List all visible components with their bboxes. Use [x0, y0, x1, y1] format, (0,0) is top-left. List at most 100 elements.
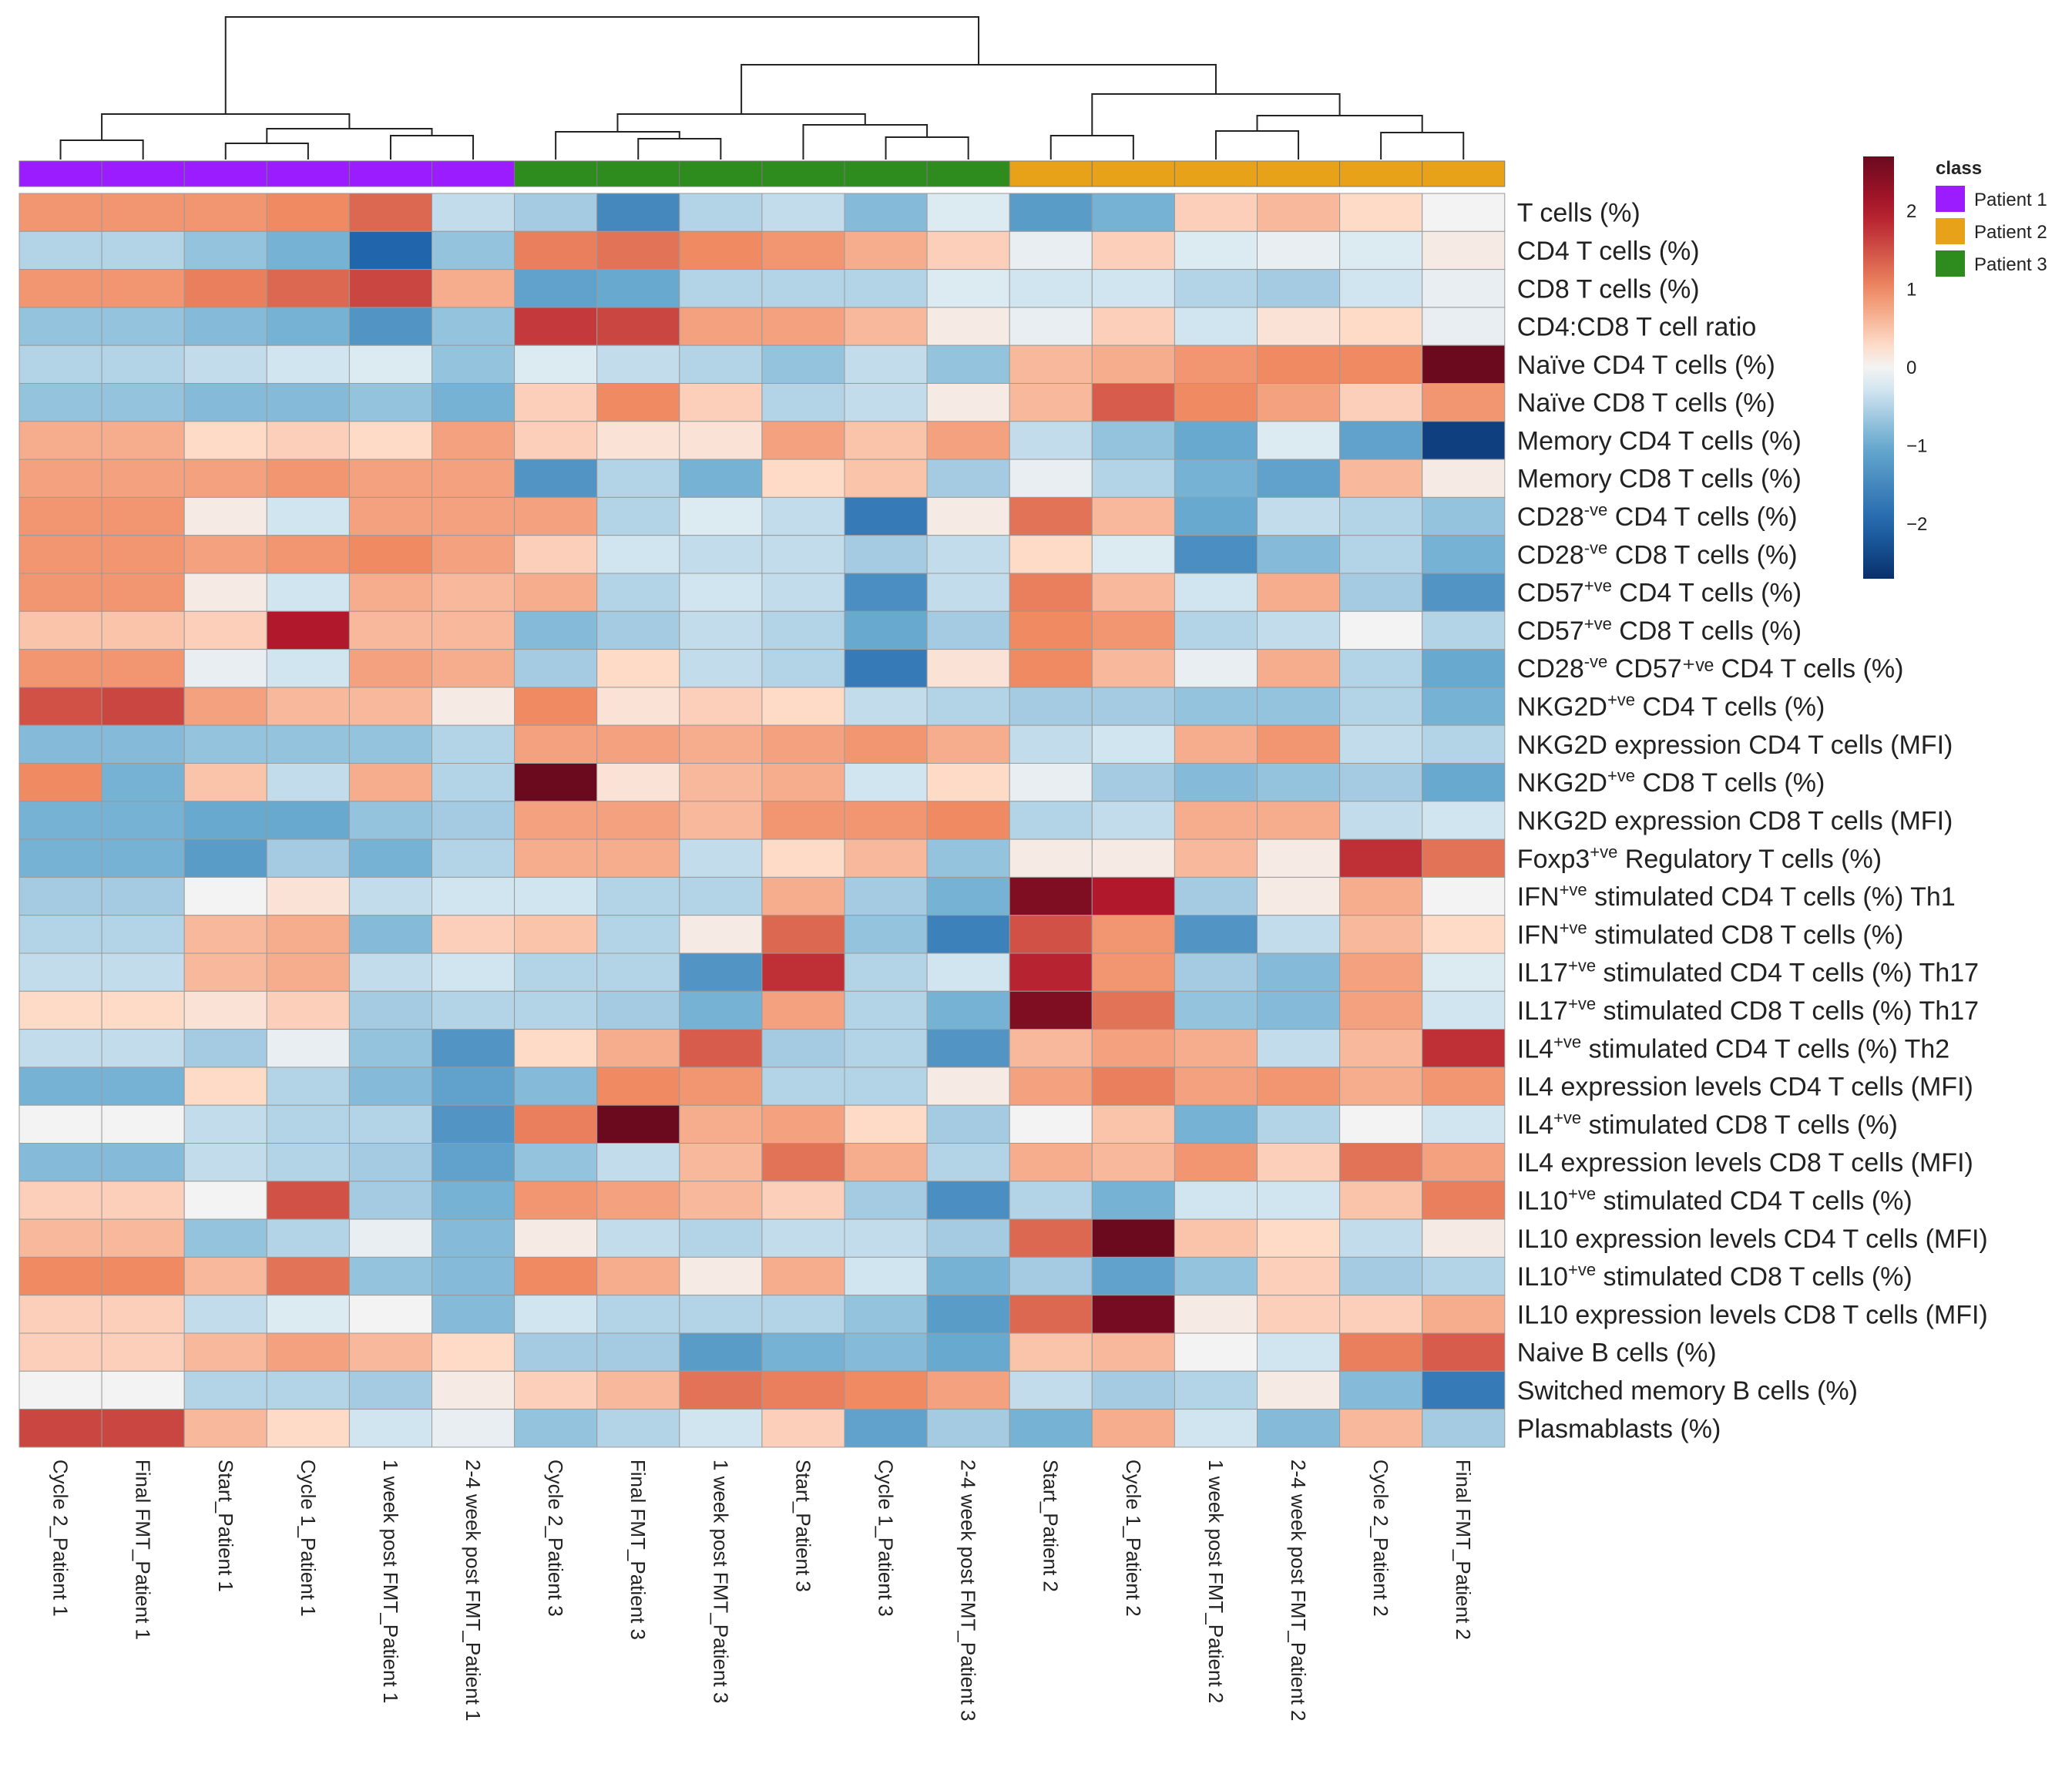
heatmap-cell [18, 383, 102, 422]
heatmap-cell [761, 344, 845, 385]
heatmap-cell [432, 649, 515, 688]
heatmap-cell [1422, 915, 1506, 954]
heatmap-cell [926, 269, 1010, 308]
heatmap-cell [1174, 421, 1258, 460]
heatmap-cell [926, 573, 1010, 612]
heatmap-cell [514, 230, 598, 270]
heatmap-cell [1009, 573, 1093, 612]
heatmap-cell [1091, 344, 1175, 385]
heatmap-cell [1174, 649, 1258, 688]
heatmap-cell [844, 915, 928, 954]
column-label: Cycle 1_Patient 3 [875, 1460, 898, 1617]
heatmap-cell [1009, 1370, 1093, 1410]
heatmap-cell [1257, 1104, 1341, 1144]
heatmap-cell [348, 496, 432, 536]
heatmap-cell [1174, 1218, 1258, 1258]
heatmap-cell [1009, 763, 1093, 802]
heatmap-cell [18, 193, 102, 232]
heatmap-cell [926, 1029, 1010, 1068]
heatmap-cell [18, 838, 102, 878]
heatmap-cell [1339, 838, 1423, 878]
heatmap-cell [844, 1029, 928, 1068]
heatmap-cell [348, 193, 432, 232]
class-legend-title: class [1936, 158, 1982, 179]
heatmap-cell [679, 344, 763, 385]
heatmap-cell [183, 1370, 267, 1410]
heatmap-cell [1257, 687, 1341, 726]
heatmap-cell [761, 1067, 845, 1106]
heatmap-cell [101, 990, 185, 1030]
heatmap-cell [926, 1409, 1010, 1448]
heatmap-cell [183, 763, 267, 802]
heatmap-cell [1257, 610, 1341, 650]
heatmap-cell [926, 1218, 1010, 1258]
heatmap-cell [926, 724, 1010, 764]
heatmap-cell [432, 535, 515, 574]
heatmap-cell [844, 1143, 928, 1182]
dendrogram-link [224, 143, 309, 160]
heatmap-cell [1009, 1295, 1093, 1334]
heatmap-cell [101, 230, 185, 270]
heatmap-cell [514, 763, 598, 802]
heatmap-cell [101, 876, 185, 916]
heatmap-cell [514, 496, 598, 536]
heatmap-cell [1422, 1370, 1506, 1410]
heatmap-cell [1339, 1295, 1423, 1334]
heatmap-cell [183, 953, 267, 992]
heatmap-cell [101, 1295, 185, 1334]
heatmap-cell [1339, 1218, 1423, 1258]
heatmap-cell [18, 230, 102, 270]
heatmap-cell [1339, 421, 1423, 460]
row-label: Memory CD8 T cells (%) [1517, 465, 1802, 494]
heatmap-cell [844, 1409, 928, 1448]
column-label: Final FMT_Patient 3 [626, 1460, 650, 1640]
heatmap-cell [266, 1067, 350, 1106]
heatmap-cell [432, 687, 515, 726]
heatmap-cell [926, 1104, 1010, 1144]
heatmap-cell [596, 1218, 680, 1258]
dendrogram-link [101, 113, 351, 140]
heatmap-cell [1009, 1143, 1093, 1182]
heatmap-cell [679, 459, 763, 498]
heatmap-cell [266, 193, 350, 232]
heatmap-cell [432, 990, 515, 1030]
heatmap-cell [1174, 953, 1258, 992]
heatmap-cell [514, 1143, 598, 1182]
heatmap-cell [1257, 307, 1341, 346]
class-bar-cell [1257, 160, 1341, 187]
heatmap-cell [761, 230, 845, 270]
dendrogram-link [740, 64, 1217, 114]
heatmap-cell [266, 1256, 350, 1296]
dendrogram-link [1256, 115, 1423, 133]
heatmap-cell [18, 649, 102, 688]
heatmap-cell [1339, 1409, 1423, 1448]
heatmap-cell [348, 724, 432, 764]
heatmap-cell [761, 876, 845, 916]
heatmap-cell [1174, 1370, 1258, 1410]
heatmap-cell [596, 230, 680, 270]
heatmap-cell [432, 763, 515, 802]
heatmap-cell [596, 1029, 680, 1068]
heatmap-cell [1339, 1181, 1423, 1220]
heatmap-cell [1174, 573, 1258, 612]
heatmap-cell [1339, 990, 1423, 1030]
heatmap-cell [266, 763, 350, 802]
heatmap-cell [348, 1104, 432, 1144]
row-label: CD8 T cells (%) [1517, 274, 1700, 304]
heatmap-cell [18, 953, 102, 992]
row-label: NKG2D expression CD4 T cells (MFI) [1517, 731, 1953, 760]
row-label: IL10 expression levels CD4 T cells (MFI) [1517, 1225, 1988, 1254]
heatmap-cell [1339, 1067, 1423, 1106]
class-annotation-bar [18, 160, 1506, 187]
heatmap-cell [266, 269, 350, 308]
heatmap-cell [1174, 876, 1258, 916]
heatmap-cell [348, 383, 432, 422]
heatmap-cell [1422, 1143, 1506, 1182]
class-legend-swatch [1936, 218, 1965, 244]
heatmap-cell [183, 724, 267, 764]
heatmap-cell [1422, 990, 1506, 1030]
column-label: Cycle 2_Patient 3 [544, 1460, 567, 1617]
heatmap-cell [844, 230, 928, 270]
heatmap-cell [679, 1256, 763, 1296]
heatmap-cell [514, 1370, 598, 1410]
